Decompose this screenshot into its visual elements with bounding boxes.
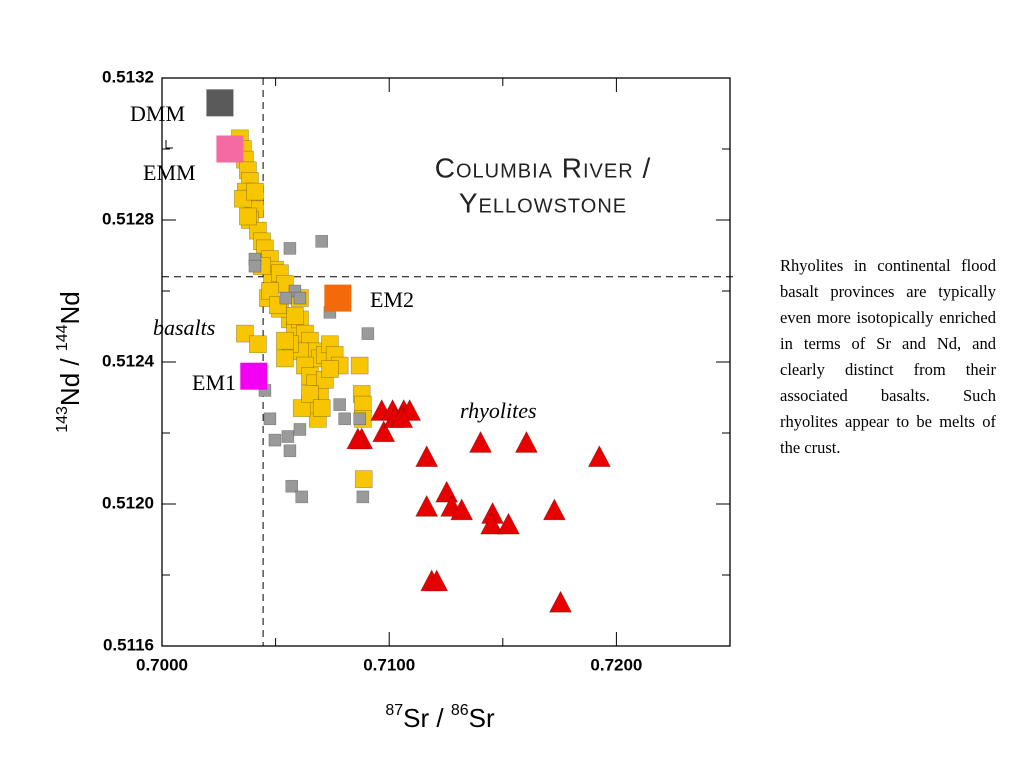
- data-point: [353, 412, 366, 426]
- data-point: [346, 427, 370, 450]
- x-axis-label-part: Sr /: [403, 703, 451, 733]
- data-point: [268, 433, 282, 447]
- data-point: [246, 182, 264, 201]
- y-tick-label: 0.5128: [102, 209, 154, 228]
- chart-title: Columbia River /: [435, 152, 651, 183]
- data-point: [248, 259, 262, 273]
- y-axis-label-part: 144: [54, 324, 71, 351]
- data-point: [390, 406, 414, 428]
- x-axis-label-part: Sr: [469, 703, 495, 733]
- y-tick-label: 0.5116: [103, 635, 154, 654]
- end-member: [206, 89, 234, 117]
- data-point: [496, 512, 520, 535]
- data-point: [450, 498, 474, 521]
- y-axis-label-part: 143: [54, 406, 71, 433]
- data-point: [315, 235, 329, 248]
- data-point: [333, 398, 346, 411]
- data-point: [293, 423, 307, 436]
- data-point: [276, 349, 294, 368]
- data-point: [276, 331, 294, 350]
- data-point: [338, 412, 351, 426]
- data-point: [542, 498, 566, 521]
- data-point: [480, 512, 504, 535]
- data-point: [279, 291, 293, 305]
- chart-title: Yellowstone: [459, 187, 627, 218]
- x-axis-label: 87Sr / 86Sr: [385, 702, 495, 733]
- y-tick-label: 0.5124: [102, 351, 155, 370]
- data-point: [283, 242, 297, 255]
- chart: Columbia River / Yellowstone 0.5116 0.512…: [54, 67, 736, 733]
- end-member: [216, 135, 244, 163]
- y-axis-label: 143Nd / 144Nd: [54, 291, 85, 433]
- data-point: [372, 420, 396, 443]
- y-tick-label: 0.5120: [102, 493, 154, 512]
- data-point: [281, 430, 295, 443]
- data-point: [321, 360, 339, 378]
- data-point: [293, 291, 307, 305]
- data-point: [350, 356, 369, 375]
- data-point: [285, 479, 299, 493]
- dmm-connector: [165, 140, 173, 149]
- x-tick-label: 0.7100: [363, 655, 415, 674]
- y-tick-label: 0.5132: [102, 67, 154, 86]
- data-point: [356, 490, 370, 504]
- end-member-label: EMM: [143, 160, 196, 185]
- series-label: basalts: [153, 315, 215, 340]
- x-tick-label: 0.7200: [590, 655, 642, 674]
- data-point: [435, 480, 459, 503]
- data-point: [301, 385, 319, 403]
- data-point: [425, 569, 449, 592]
- data-point: [236, 324, 254, 343]
- x-axis-label-part: 87: [385, 702, 403, 719]
- series-label: rhyolites: [460, 398, 537, 423]
- data-point: [549, 590, 573, 613]
- data-point: [295, 490, 309, 504]
- end-member: [324, 284, 352, 312]
- end-member-label: EM1: [192, 370, 236, 395]
- data-point: [469, 430, 493, 453]
- data-point: [514, 430, 538, 453]
- end-member-label: EM2: [370, 287, 414, 312]
- y-axis-label-part: Nd /: [55, 351, 85, 406]
- data-point: [312, 399, 331, 417]
- description: Rhyolites in continental flood basalt pr…: [780, 256, 996, 457]
- end-member: [240, 362, 268, 390]
- y-axis-label-part: Nd: [55, 291, 85, 324]
- data-point: [283, 444, 297, 458]
- data-point: [415, 494, 439, 517]
- end-member-label: DMM: [130, 101, 185, 126]
- x-tick-label: 0.7000: [136, 655, 188, 674]
- data-point: [361, 327, 375, 340]
- data-point: [354, 470, 373, 488]
- data-point: [239, 207, 257, 226]
- data-point: [286, 307, 304, 325]
- data-point: [415, 445, 439, 467]
- data-point: [587, 445, 611, 467]
- data-point: [263, 412, 277, 426]
- x-axis-label-part: 86: [451, 702, 469, 719]
- data-point: [249, 335, 267, 354]
